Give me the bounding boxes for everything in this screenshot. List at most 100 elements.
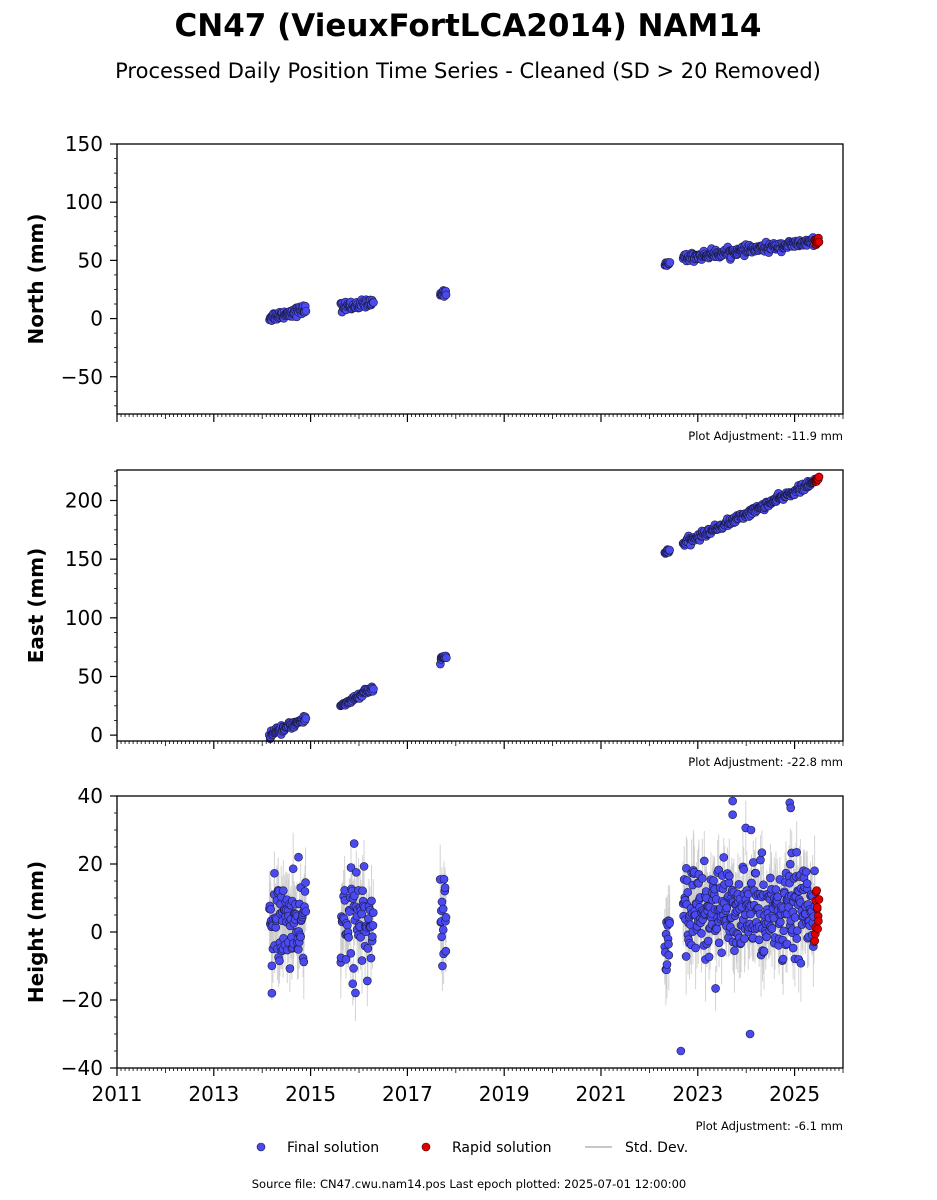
final-solution-point	[793, 926, 802, 935]
final-solution-point	[442, 653, 451, 663]
final-solution-point	[285, 964, 295, 973]
rapid-solution-point	[814, 916, 823, 926]
data-points	[264, 472, 824, 743]
final-solution-point	[351, 988, 360, 998]
y-tick-label: 100	[65, 606, 103, 630]
final-solution-point	[438, 961, 447, 971]
panel-2: 0 50 100 150 200 East (mm) Plot Adjustment: -2…	[24, 469, 844, 769]
y-tick-label: 0	[90, 920, 103, 944]
final-solution-point	[438, 904, 448, 914]
final-solution-point	[786, 803, 796, 813]
final-solution-point	[367, 896, 376, 906]
final-solution-point	[792, 934, 802, 943]
final-solution-point	[267, 961, 277, 971]
final-solution-point	[437, 897, 447, 907]
final-solution-point	[301, 306, 311, 316]
final-solution-point	[747, 878, 756, 888]
final-solution-point	[711, 984, 720, 993]
final-solution-point	[722, 903, 732, 913]
source-footer: Source file: CN47.cwu.nam14.pos Last epo…	[252, 1177, 686, 1191]
final-solution-point	[779, 926, 789, 936]
y-axis-label: Height (mm)	[24, 861, 48, 1003]
final-solution-point	[730, 946, 739, 955]
x-tick-label: 2015	[285, 1082, 336, 1106]
final-solution-point	[757, 848, 767, 857]
panel-3: 2011 2013 2015 2017 2019 2021 2023 2025 −40 −20 0 2…	[24, 784, 844, 1133]
rapid-solution-point	[812, 886, 822, 895]
final-solution-point	[366, 953, 376, 963]
rapid-solution-point	[814, 237, 824, 247]
x-tick-label: 2025	[769, 1082, 820, 1106]
y-tick-label: −20	[61, 988, 103, 1012]
legend-final-label: Final solution	[287, 1140, 379, 1156]
final-solution-point	[662, 960, 672, 969]
final-solution-point	[440, 883, 450, 892]
y-tick-label: 0	[90, 307, 103, 331]
y-tick-label: 50	[78, 664, 103, 688]
final-solution-point	[792, 847, 801, 857]
final-solution-point	[357, 956, 367, 965]
final-solution-point	[278, 886, 288, 895]
final-solution-point	[728, 796, 737, 806]
final-solution-point	[270, 868, 279, 878]
y-tick-label: 40	[78, 784, 103, 808]
rapid-solution-point	[810, 936, 820, 946]
final-solution-point	[778, 954, 788, 964]
final-solution-point	[712, 924, 722, 934]
rapid-solution-point	[813, 924, 822, 934]
x-axis	[116, 414, 844, 422]
final-solution-point	[739, 865, 749, 874]
legend-rapid-label: Rapid solution	[452, 1140, 552, 1156]
final-solution-point	[691, 943, 700, 953]
final-solution-point	[703, 936, 713, 946]
final-solution-point	[300, 887, 310, 896]
final-solution-point	[665, 258, 675, 267]
data-points	[265, 796, 824, 1056]
legend-rapid-marker	[421, 1142, 431, 1152]
final-solution-point	[698, 873, 707, 883]
x-tick-label: 2011	[92, 1082, 143, 1106]
plot-frame	[116, 469, 844, 742]
final-solution-point	[759, 946, 769, 956]
final-solution-point	[296, 932, 305, 942]
plot-adjustment-note: Plot Adjustment: -22.8 mm	[688, 755, 843, 769]
final-solution-point	[266, 905, 276, 914]
final-solution-point	[704, 952, 714, 962]
final-solution-point	[745, 1029, 755, 1039]
final-solution-point	[776, 917, 785, 927]
final-solution-point	[368, 932, 377, 941]
y-axis: −50 0 50 100 150	[61, 132, 117, 407]
plot-frame	[116, 143, 844, 415]
y-tick-label: −50	[61, 365, 103, 389]
final-solution-point	[801, 867, 811, 877]
final-solution-point	[717, 948, 726, 958]
final-solution-point	[699, 856, 709, 866]
final-solution-point	[438, 925, 448, 935]
final-solution-point	[709, 876, 718, 885]
final-solution-point	[344, 933, 353, 942]
plot-adjustment-note: Plot Adjustment: -11.9 mm	[688, 429, 843, 443]
final-solution-point	[734, 880, 744, 889]
final-solution-point	[719, 853, 729, 862]
x-tick-label: 2023	[672, 1082, 723, 1106]
final-solution-point	[341, 955, 351, 964]
x-axis: 2011 2013 2015 2017 2019 2021 2023 2025	[92, 1068, 844, 1106]
rapid-solution-point	[814, 895, 824, 904]
final-solution-point	[767, 924, 777, 933]
final-solution-point	[368, 921, 378, 930]
legend: Final solution Rapid solution Std. Dev.	[256, 1140, 688, 1156]
x-tick-label: 2017	[382, 1082, 433, 1106]
final-solution-point	[301, 878, 310, 887]
y-tick-label: 150	[65, 132, 103, 156]
chart-title: CN47 (VieuxFortLCA2014) NAM14	[175, 8, 762, 44]
final-solution-point	[790, 913, 800, 922]
x-tick-label: 2019	[479, 1082, 530, 1106]
final-solution-point	[369, 684, 378, 694]
final-solution-point	[299, 957, 309, 967]
final-solution-point	[756, 855, 765, 865]
final-solution-point	[351, 868, 361, 877]
final-solution-point	[441, 290, 451, 300]
rapid-solution-point	[812, 903, 822, 912]
rapid-solution-point	[814, 472, 824, 482]
